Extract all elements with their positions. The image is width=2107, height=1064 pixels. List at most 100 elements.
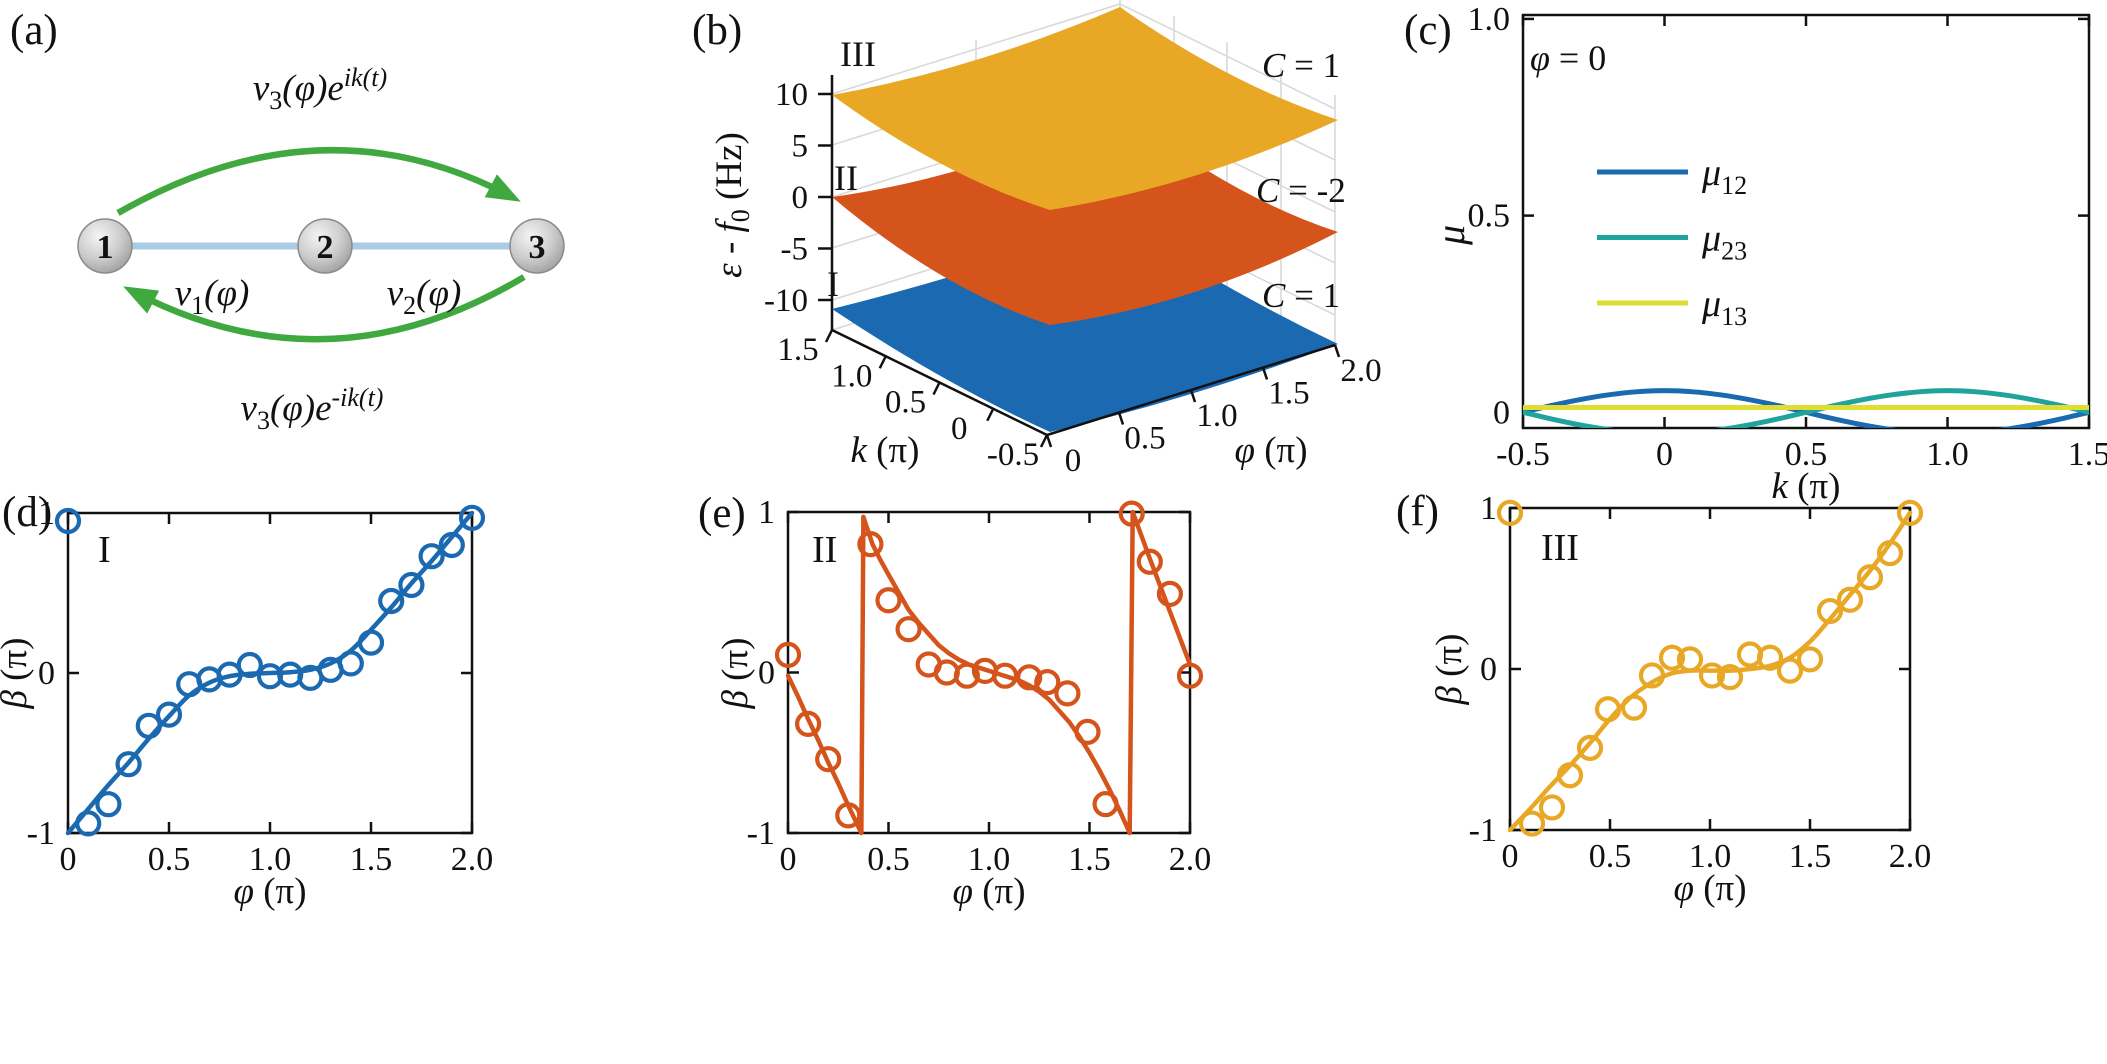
data-marker-experiment [378,587,405,615]
data-marker-experiment [1156,580,1184,607]
data-marker-experiment [794,710,822,737]
data-marker-experiment [54,507,82,535]
x-tick-label: 0 [1502,838,1519,875]
data-marker-experiment [991,662,1019,689]
data-marker-experiment [1518,810,1546,837]
hopping-label-v3-backward: v3(φ)e-ik(t) [241,383,384,435]
y-tick-label: 0 [38,655,55,692]
data-marker-experiment [1136,548,1163,575]
data-marker-experiment [1556,762,1584,789]
phi-tick-label: 0 [1065,443,1082,479]
data-marker-experiment [835,802,862,829]
data-marker-experiment [857,530,884,558]
x-tick-label: 0.5 [148,841,191,878]
phi-tick-label: 1.5 [1268,376,1309,412]
hopping-arc-backward [123,274,526,343]
data-marker-experiment [1594,696,1622,723]
data-marker-experiment [337,650,364,677]
k-tick-label: 1.0 [831,358,872,394]
data-marker-experiment [895,616,922,643]
data-marker-experiment [135,712,162,739]
data-marker-experiment [1496,499,1524,526]
y-tick-label: 0.5 [1468,198,1511,235]
x-tick-label: 1.5 [1068,841,1111,878]
series-line-mu23 [1523,388,2089,428]
data-marker-experiment [438,531,465,559]
data-marker-experiment [1658,644,1686,671]
z-tick-label: -10 [764,283,808,319]
x-tick-label: 0 [780,841,797,878]
data-marker-experiment [1796,646,1824,673]
data-marker-experiment [1016,664,1043,691]
data-marker-experiment [398,571,425,599]
x-tick-label: 2.0 [451,841,494,878]
band-II-surface [832,109,1338,325]
data-marker-experiment [1638,662,1666,689]
data-marker-experiment [953,662,980,689]
data-marker-experiment [1716,663,1744,691]
e-plot-area: 0 0.5 1.0 1.5 2.0-101 [747,494,1212,878]
data-marker-experiment [357,629,385,656]
data-marker-experiment [1538,794,1566,821]
e-y-axis-label: β (π) [715,637,756,709]
panel-d-band-I-phase-plot: (d) 00.51.01.52.0-101 I β (π) φ (π) [0,489,493,912]
x-tick-label: -0.5 [1496,436,1550,473]
y-tick-label: 1 [1480,490,1497,527]
panel-f-label: (f) [1396,488,1439,535]
panel-c-label: (c) [1404,7,1452,54]
x-tick-label: 1.0 [1689,838,1732,875]
site-1-number: 1 [97,229,114,266]
d-band-annotation: I [98,529,111,571]
data-marker-experiment [216,661,243,688]
phi-tick-label: 2.0 [1340,353,1381,389]
c-plot-area: -0.5 0 0.5 1.0 1.5 0 0.5 1.0 [1468,1,2107,473]
panel-b-3d-band-structure: (b) 10 5 0 -5 -10 1.5 1.0 0.5 0 -0.5 0 0.5 1.0 1.5 2.0 [692,0,1382,479]
data-marker-experiment [1074,718,1101,745]
b-phi-axis-label: φ (π) [1234,430,1307,471]
band-III-name: III [840,34,876,74]
y-tick-label: 1.0 [1468,1,1511,38]
k-tick [824,329,834,343]
k-tick [986,408,995,422]
k-tick-label: -0.5 [987,437,1039,473]
panel-e-band-II-phase-plot: (e) 0 0.5 1.0 1.5 2.0-101 II β (π) φ (π) [698,490,1211,912]
d-x-axis-label: φ (π) [233,871,306,912]
x-tick-label: 0 [1656,436,1673,473]
z-tick-label: 5 [792,129,809,165]
x-tick-label: 0.5 [1589,838,1632,875]
band-I-name: I [827,264,839,304]
data-marker-experiment [155,701,183,728]
series-line-theory [785,509,1193,836]
site-2-sphere [297,218,353,274]
phi-tick-label: 1.0 [1196,398,1237,434]
data-marker-experiment [418,543,445,570]
k-tick [1039,434,1049,448]
panel-f-band-III-phase-plot: (f) 0 0.5 1.0 1.5 2.0-101 III β (π) φ (π) [1396,488,1931,909]
data-marker-experiment [1034,669,1061,696]
data-marker-experiment [1676,646,1704,673]
c-x-axis-label: k (π) [1771,466,1840,507]
panel-a-lattice-diagram: (a) 1 2 3 v3(φ)eik(t) v3(φ)e-ik(t) v1(φ)… [10,7,565,435]
panel-e-label: (e) [698,490,746,537]
y-tick-label: 0 [1493,394,1510,431]
data-marker-experiment [1054,680,1081,707]
z-tick-label: 10 [775,77,808,113]
data-marker-experiment [1836,586,1864,613]
y-tick-label: 0 [758,655,775,692]
z-tick-label: 0 [792,180,809,216]
phi-tick-label: 0.5 [1124,421,1165,457]
band-I-surface [832,221,1338,432]
site-3-sphere [509,218,565,274]
b-z-axis-label: ε - f0 (Hz) [709,132,755,278]
e-band-annotation: II [812,529,837,571]
data-marker-experiment [1176,662,1204,689]
data-marker-experiment [1756,644,1784,671]
c-legend: μ12 μ23 μ13 [1597,152,1747,331]
hopping-label-v2: v2(φ) [387,273,462,320]
series-line-theory [65,510,475,836]
site-2-number: 2 [317,229,334,266]
x-tick-label: 1.5 [350,841,393,878]
y-tick-label: -1 [1469,812,1497,849]
data-marker-experiment [1576,734,1604,761]
y-tick-label: 1 [38,495,55,532]
